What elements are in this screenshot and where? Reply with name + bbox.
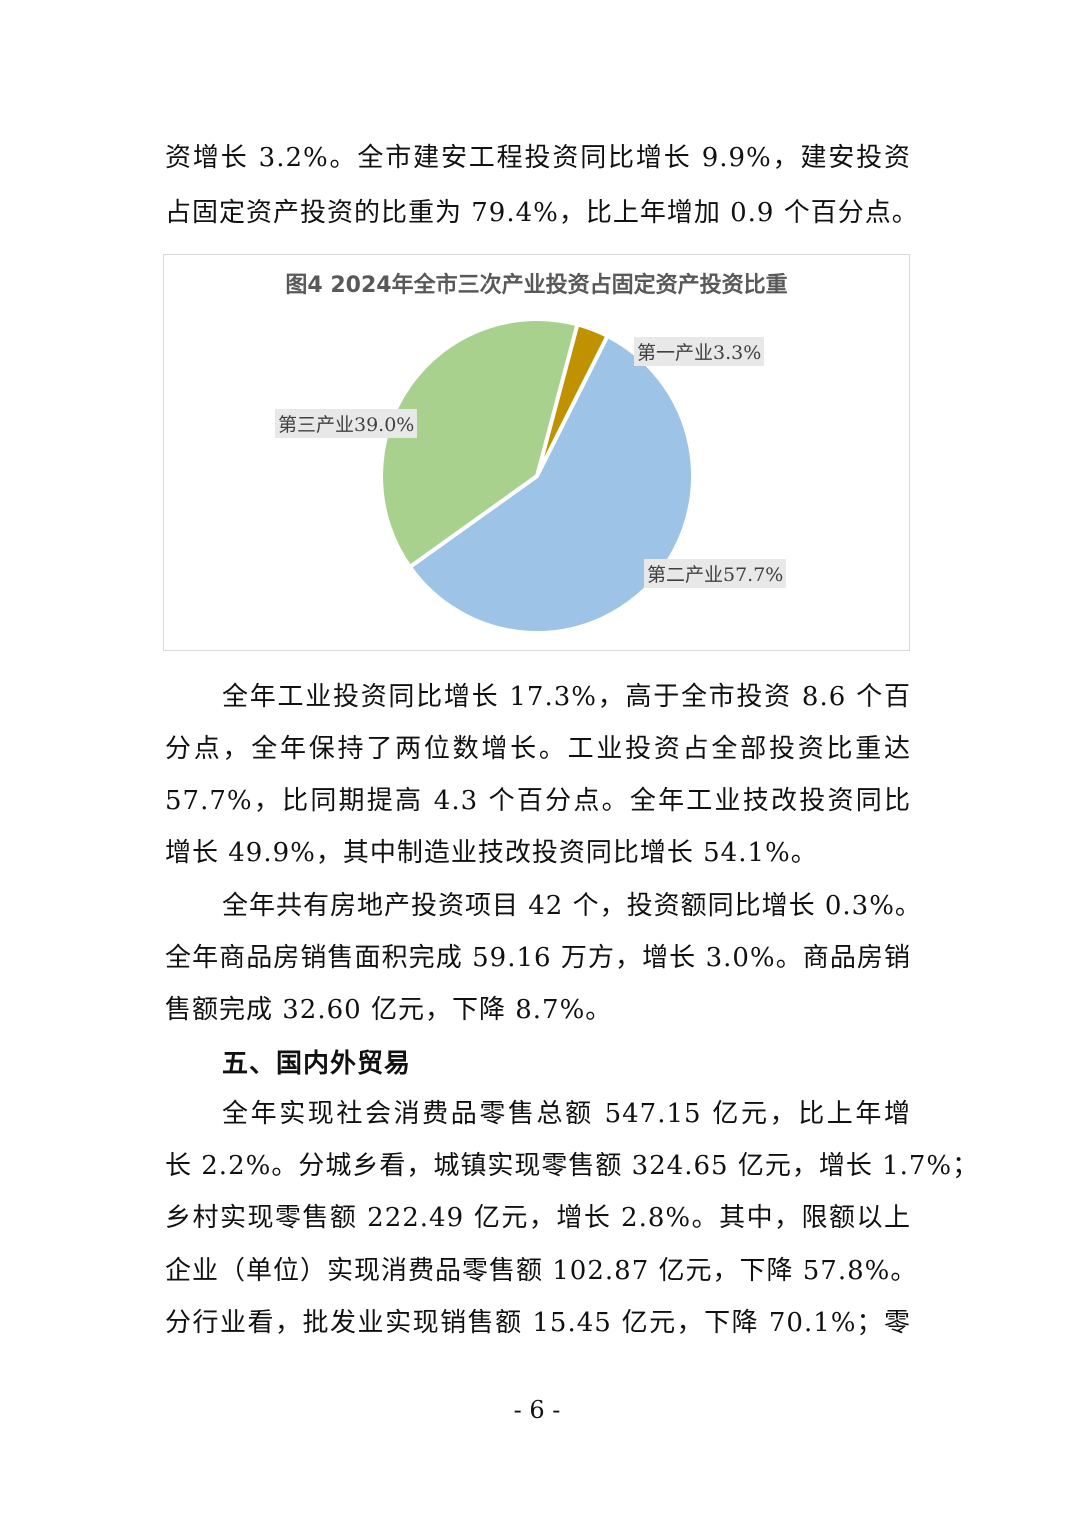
- text-line: 增长 49.9%，其中制造业技改投资同比增长 54.1%。: [165, 838, 818, 868]
- text-line: 乡村实现零售额 222.49 亿元，增长 2.8%。其中，限额以上: [165, 1203, 911, 1233]
- text-line: 分行业看，批发业实现销售额 15.45 亿元，下降 70.1%；零: [165, 1308, 911, 1338]
- text-line: 售额完成 32.60 亿元，下降 8.7%。: [165, 995, 613, 1025]
- text-line: 全年工业投资同比增长 17.3%，高于全市投资 8.6 个百: [222, 682, 911, 712]
- text-line: 57.7%，比同期提高 4.3 个百分点。全年工业技改投资同比: [165, 786, 911, 816]
- text-line: 全年实现社会消费品零售总额 547.15 亿元，比上年增: [222, 1099, 911, 1129]
- chart-title: 图4 2024年全市三次产业投资占固定资产投资比重: [285, 273, 788, 298]
- text-line: 分点，全年保持了两位数增长。工业投资占全部投资比重达: [165, 734, 911, 764]
- text-line: 全年商品房销售面积完成 59.16 万方，增长 3.0%。商品房销: [165, 943, 911, 973]
- text-line: 占固定资产投资的比重为 79.4%，比上年增加 0.9 个百分点。: [165, 198, 919, 228]
- text-line: 全年共有房地产投资项目 42 个，投资额同比增长 0.3%。: [222, 891, 922, 921]
- text-line: 长 2.2%。分城乡看，城镇实现零售额 324.65 亿元，增长 1.7%；: [165, 1151, 980, 1181]
- data-label-secondary: 第二产业57.7%: [644, 559, 787, 588]
- pie-svg: [379, 317, 695, 635]
- page-number: - 6 -: [513, 1396, 561, 1424]
- text-line: 企业（单位）实现消费品零售额 102.87 亿元，下降 57.8%。: [165, 1256, 918, 1286]
- pie-chart: 图4 2024年全市三次产业投资占固定资产投资比重 第一产业3.3% 第二产业5…: [163, 254, 910, 651]
- section-heading: 五、国内外贸易: [222, 1049, 412, 1079]
- data-label-tertiary: 第三产业39.0%: [275, 409, 418, 438]
- pie-slice-tertiary: [379, 317, 580, 570]
- text-line: 资增长 3.2%。全市建安工程投资同比增长 9.9%，建安投资: [165, 143, 911, 173]
- data-label-primary: 第一产业3.3%: [634, 337, 765, 366]
